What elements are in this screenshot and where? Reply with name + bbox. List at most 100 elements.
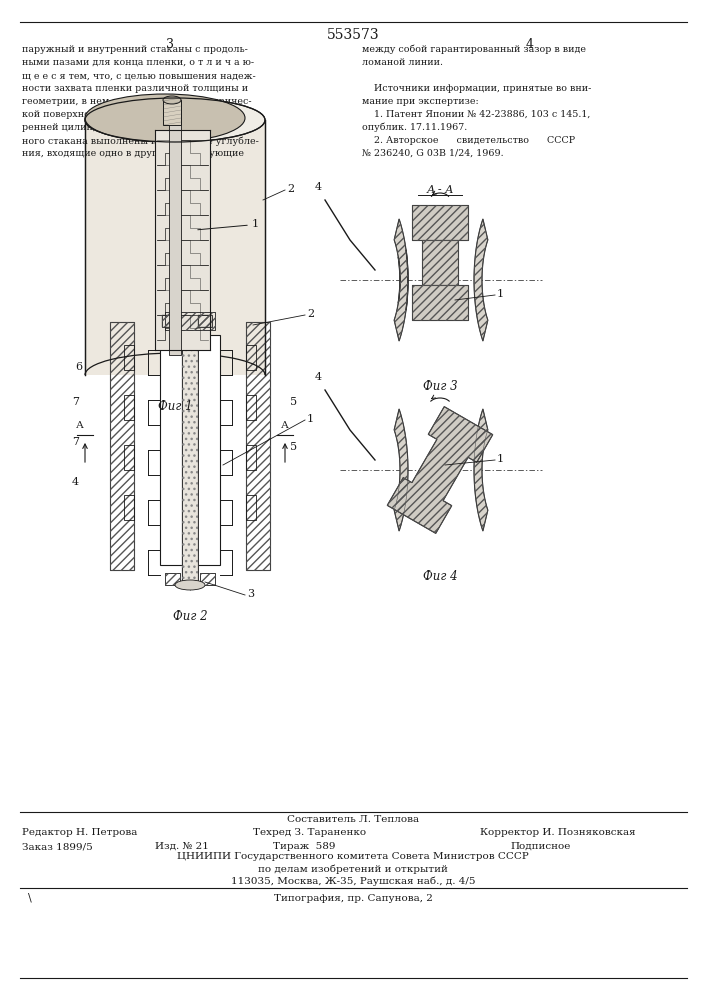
Bar [200, 573, 215, 585]
Text: Типография, пр. Сапунова, 2: Типография, пр. Сапунова, 2 [274, 894, 433, 903]
Text: 3: 3 [166, 38, 174, 51]
Text: 1: 1 [307, 414, 314, 424]
Text: Источники информации, принятые во вни-: Источники информации, принятые во вни- [362, 84, 591, 93]
Bar [198, 315, 212, 327]
Polygon shape [387, 407, 493, 533]
Bar [182, 315, 198, 585]
Bar [412, 285, 468, 320]
Bar [124, 395, 134, 420]
Polygon shape [474, 409, 488, 531]
Text: 5: 5 [290, 397, 297, 407]
Bar [246, 395, 256, 420]
Bar [422, 240, 458, 285]
Polygon shape [394, 219, 408, 341]
Text: 5: 5 [290, 442, 297, 452]
Bar [124, 345, 134, 370]
Text: ния, входящие одно в другое и образующие: ния, входящие одно в другое и образующие [22, 149, 244, 158]
Text: № 236240, G 03B 1/24, 1969.: № 236240, G 03B 1/24, 1969. [362, 149, 503, 158]
Text: Техред З. Тараненко: Техред З. Тараненко [253, 828, 366, 837]
Bar [110, 322, 134, 570]
Bar [246, 495, 256, 520]
Text: Составитель Л. Теплова: Составитель Л. Теплова [287, 815, 419, 824]
Bar [162, 315, 176, 327]
Bar [412, 205, 468, 240]
Text: Фиг 2: Фиг 2 [173, 610, 207, 623]
Text: 7: 7 [72, 437, 79, 447]
Bar [246, 345, 256, 370]
Bar [246, 445, 256, 470]
Bar [160, 335, 220, 565]
Bar [85, 120, 265, 375]
Text: щ е е с я тем, что, с целью повышения надеж-: щ е е с я тем, что, с целью повышения на… [22, 71, 256, 80]
Bar [163, 100, 181, 125]
Text: 2: 2 [307, 309, 314, 319]
Text: Фиг 1: Фиг 1 [158, 400, 192, 413]
Bar [165, 312, 215, 330]
Text: 4: 4 [72, 477, 79, 487]
Text: А - А: А - А [426, 185, 454, 195]
Text: Редактор Н. Петрова: Редактор Н. Петрова [22, 828, 137, 837]
Text: мание при экспертизе:: мание при экспертизе: [362, 97, 479, 106]
Text: Тираж  589: Тираж 589 [273, 842, 336, 851]
Text: паружный и внутренний стаканы с продоль-: паружный и внутренний стаканы с продоль- [22, 45, 248, 54]
Bar [124, 445, 134, 470]
Text: Заказ 1899/5: Заказ 1899/5 [22, 842, 93, 851]
Bar [110, 322, 134, 570]
Text: кой поверхности внутреннего стакана и внут-: кой поверхности внутреннего стакана и вн… [22, 110, 255, 119]
Ellipse shape [163, 96, 181, 104]
Text: 1: 1 [497, 454, 504, 464]
Text: 6: 6 [75, 362, 82, 372]
Ellipse shape [85, 98, 265, 142]
Bar [200, 573, 215, 585]
Bar [162, 315, 176, 327]
Text: между собой гарантированный зазор в виде: между собой гарантированный зазор в виде [362, 45, 586, 54]
Bar [246, 322, 270, 570]
Text: ности захвата пленки различной толщины и: ности захвата пленки различной толщины и [22, 84, 248, 93]
Polygon shape [394, 409, 408, 531]
Text: опублик. 17.11.1967.: опублик. 17.11.1967. [362, 123, 467, 132]
Text: ломаной линии.: ломаной линии. [362, 58, 443, 67]
Bar [246, 322, 270, 570]
Text: 2. Авторское      свидетельство      СССР: 2. Авторское свидетельство СССР [362, 136, 575, 145]
Bar [169, 125, 181, 355]
Text: А: А [281, 421, 289, 430]
Bar [165, 573, 180, 585]
Text: ЦНИИПИ Государственного комитета Совета Министров СССР: ЦНИИПИ Государственного комитета Совета … [177, 852, 529, 861]
Text: 553573: 553573 [327, 28, 380, 42]
Bar [412, 205, 468, 240]
Ellipse shape [85, 94, 245, 142]
Text: 1. Патент Японии № 42-23886, 103 с 145.1,: 1. Патент Японии № 42-23886, 103 с 145.1… [362, 110, 590, 119]
Bar [165, 312, 215, 330]
Text: Изд. № 21: Изд. № 21 [155, 842, 209, 851]
Text: \: \ [28, 892, 32, 902]
Text: Фиг 3: Фиг 3 [423, 380, 457, 393]
Text: А: А [76, 421, 84, 430]
Text: ными пазами для конца пленки, о т л и ч а ю-: ными пазами для конца пленки, о т л и ч … [22, 58, 254, 67]
Text: геометрии, в нем на наружной цилиндричес-: геометрии, в нем на наружной цилиндричес… [22, 97, 252, 106]
Bar [124, 495, 134, 520]
Bar [198, 315, 212, 327]
Text: 4: 4 [315, 372, 322, 382]
Ellipse shape [175, 580, 205, 590]
Text: по делам изобретений и открытий: по делам изобретений и открытий [258, 864, 448, 874]
Text: ренней цилиндрической поверхности наруж-: ренней цилиндрической поверхности наруж- [22, 123, 252, 132]
Polygon shape [474, 219, 488, 341]
Text: Корректор И. Позняковская: Корректор И. Позняковская [480, 828, 636, 837]
Text: 3: 3 [247, 589, 254, 599]
Text: 2: 2 [287, 184, 294, 194]
Text: 1: 1 [252, 219, 259, 229]
Bar [412, 285, 468, 320]
Bar [165, 573, 180, 585]
Text: Подписное: Подписное [510, 842, 571, 851]
Text: ного стакана выполнены поперечные углубле-: ного стакана выполнены поперечные углубл… [22, 136, 259, 145]
Bar [182, 315, 198, 585]
Text: 4: 4 [315, 182, 322, 192]
Bar [155, 130, 210, 350]
Text: 4: 4 [526, 38, 534, 51]
Text: 7: 7 [72, 397, 79, 407]
Bar [165, 375, 185, 388]
Text: 113035, Москва, Ж-35, Раушская наб., д. 4/5: 113035, Москва, Ж-35, Раушская наб., д. … [230, 876, 475, 886]
Bar [422, 240, 458, 285]
Text: 1: 1 [497, 289, 504, 299]
Text: Фиг 4: Фиг 4 [423, 570, 457, 583]
